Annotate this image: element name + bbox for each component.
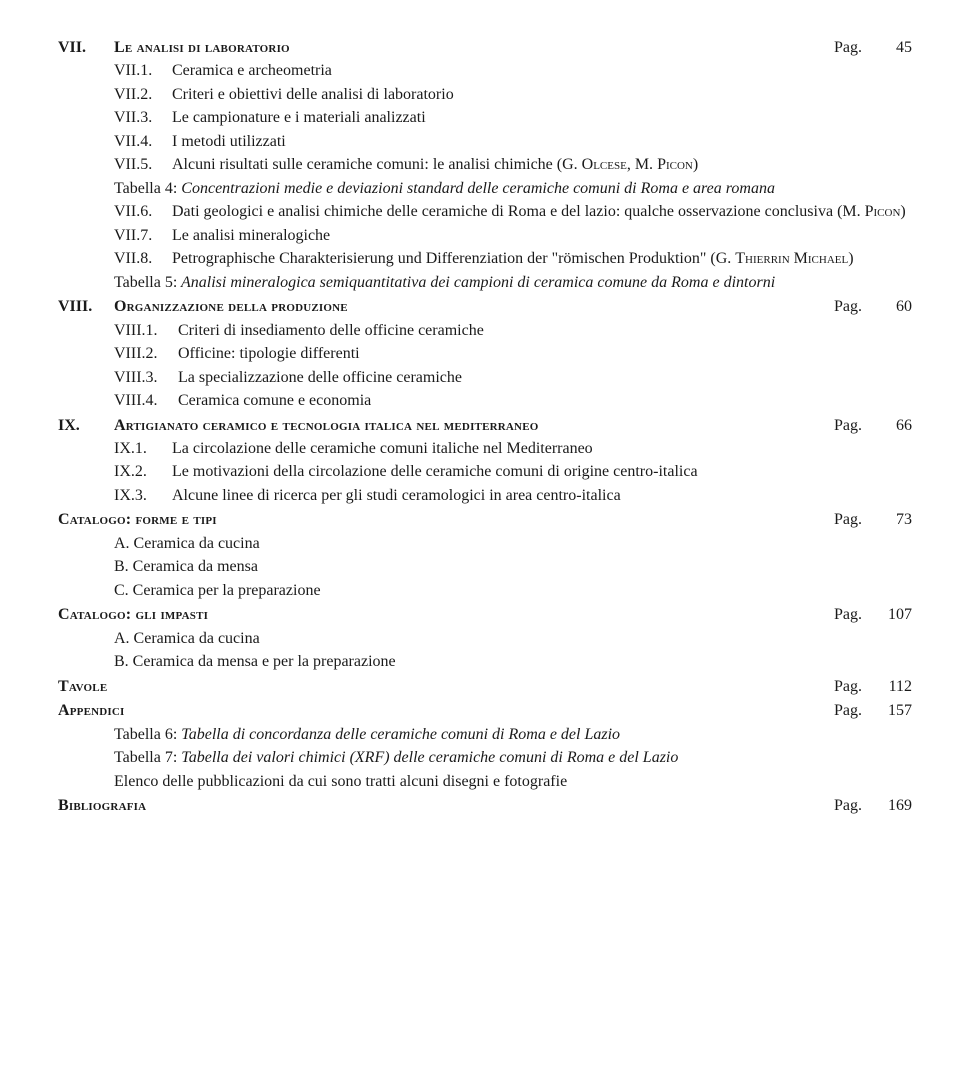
toc-subitem: VII.5.Alcuni risultati sulle ceramiche c… [114,155,912,175]
title-catalogo-impasti: Catalogo: gli impasti [58,605,822,625]
page-ix: Pag. 66 [822,416,912,436]
toc-subitem: VIII.3.La specializzazione delle officin… [114,368,912,388]
title-viii: Organizzazione della produzione [114,297,822,317]
toc-subitem-text: Officine: tipologie differenti [178,344,912,364]
toc-subitem-number: VII.3. [114,108,172,128]
section-appendici: Appendici Pag. 157 Tabella 6: Tabella di… [58,701,912,792]
page-appendici: Pag. 157 [822,701,912,721]
toc-subitem: VII.8.Petrographische Charakterisierung … [114,249,912,269]
toc-subitem-text: Criteri e obiettivi delle analisi di lab… [172,85,912,105]
page-catalogo-impasti: Pag. 107 [822,605,912,625]
page-catalogo-forme: Pag. 73 [822,510,912,530]
toc-subitem-text: Petrographische Charakterisierung und Di… [172,249,912,269]
section-catalogo-impasti: Catalogo: gli impasti Pag. 107 A. Cerami… [58,605,912,672]
toc-subitem-number: VII.8. [114,249,172,269]
toc-subitem-number: IX.2. [114,462,172,482]
toc-subitem: VII.4.I metodi utilizzati [114,132,912,152]
toc-subitem-number: VII.5. [114,155,172,175]
toc-subitem-number: VII.2. [114,85,172,105]
title-appendici: Appendici [58,701,822,721]
toc-subitem: IX.2.Le motivazioni della circolazione d… [114,462,912,482]
tabella-5: Tabella 5: Analisi mineralogica semiquan… [114,273,912,293]
toc-subitem-text: Ceramica e archeometria [172,61,912,81]
toc-subitem-number: VII.6. [114,202,172,222]
tabella-6: Tabella 6: Tabella di concordanza delle … [114,725,912,745]
toc-subitem-text: I metodi utilizzati [172,132,912,152]
toc-subitem-text: Le analisi mineralogiche [172,226,912,246]
toc-subitem-text: Le motivazioni della circolazione delle … [172,462,912,482]
section-vii-heading-row: VII. Le analisi di laboratorio Pag. 45 [58,38,912,58]
tabella-7: Tabella 7: Tabella dei valori chimici (X… [114,748,912,768]
toc-subitem-text: Dati geologici e analisi chimiche delle … [172,202,912,222]
title-tavole: Tavole [58,677,822,697]
toc-subitem-number: VII.4. [114,132,172,152]
roman-ix: IX. [58,416,114,436]
toc-plain-item: B. Ceramica da mensa [114,557,912,577]
toc-subitem-number: VIII.3. [114,368,178,388]
toc-subitem-number: VII.7. [114,226,172,246]
section-viii-heading-row: VIII. Organizzazione della produzione Pa… [58,297,912,317]
toc-subitem-text: La circolazione delle ceramiche comuni i… [172,439,912,459]
toc-subitem: VII.1.Ceramica e archeometria [114,61,912,81]
toc-subitem-number: VII.1. [114,61,172,81]
toc-subitem: IX.1.La circolazione delle ceramiche com… [114,439,912,459]
elenco-pubblicazioni: Elenco delle pubblicazioni da cui sono t… [114,772,912,792]
toc-subitem: VIII.1.Criteri di insediamento delle off… [114,321,912,341]
toc-subitem-number: VIII.1. [114,321,178,341]
tabella-4: Tabella 4: Concentrazioni medie e deviaz… [114,179,912,199]
section-bibliografia: Bibliografia Pag. 169 [58,796,912,816]
title-vii: Le analisi di laboratorio [114,38,822,58]
toc-plain-item: A. Ceramica da cucina [114,534,912,554]
roman-vii: VII. [58,38,114,58]
toc-subitem-number: VIII.2. [114,344,178,364]
title-catalogo-forme: Catalogo: forme e tipi [58,510,822,530]
toc-plain-item: B. Ceramica da mensa e per la preparazio… [114,652,912,672]
roman-viii: VIII. [58,297,114,317]
toc-subitem: VII.2.Criteri e obiettivi delle analisi … [114,85,912,105]
toc-subitem-text: Alcune linee di ricerca per gli studi ce… [172,486,912,506]
toc-subitem-number: VIII.4. [114,391,178,411]
toc-plain-item: C. Ceramica per la preparazione [114,581,912,601]
page-bibliografia: Pag. 169 [822,796,912,816]
section-ix-heading-row: IX. Artigianato ceramico e tecnologia it… [58,416,912,436]
title-bibliografia: Bibliografia [58,796,822,816]
toc-subitem-number: IX.1. [114,439,172,459]
page-viii: Pag. 60 [822,297,912,317]
page-vii: Pag. 45 [822,38,912,58]
page-tavole: Pag. 112 [822,677,912,697]
section-tavole: Tavole Pag. 112 [58,677,912,697]
toc-subitem: VII.6.Dati geologici e analisi chimiche … [114,202,912,222]
section-catalogo-forme: Catalogo: forme e tipi Pag. 73 A. Cerami… [58,510,912,601]
toc-subitem-text: Le campionature e i materiali analizzati [172,108,912,128]
section-viii: VIII. Organizzazione della produzione Pa… [58,297,912,411]
toc-subitem-text: La specializzazione delle officine ceram… [178,368,912,388]
toc-subitem-text: Ceramica comune e economia [178,391,912,411]
toc-subitem: VIII.4.Ceramica comune e economia [114,391,912,411]
section-vii: VII. Le analisi di laboratorio Pag. 45 V… [58,38,912,293]
toc-subitem: IX.3.Alcune linee di ricerca per gli stu… [114,486,912,506]
toc-subitem: VII.3.Le campionature e i materiali anal… [114,108,912,128]
section-ix: IX. Artigianato ceramico e tecnologia it… [58,416,912,507]
title-ix: Artigianato ceramico e tecnologia italic… [114,416,822,436]
toc-subitem-number: IX.3. [114,486,172,506]
toc-subitem-text: Alcuni risultati sulle ceramiche comuni:… [172,155,912,175]
toc-subitem: VIII.2.Officine: tipologie differenti [114,344,912,364]
toc-subitem-text: Criteri di insediamento delle officine c… [178,321,912,341]
toc-plain-item: A. Ceramica da cucina [114,629,912,649]
toc-subitem: VII.7.Le analisi mineralogiche [114,226,912,246]
